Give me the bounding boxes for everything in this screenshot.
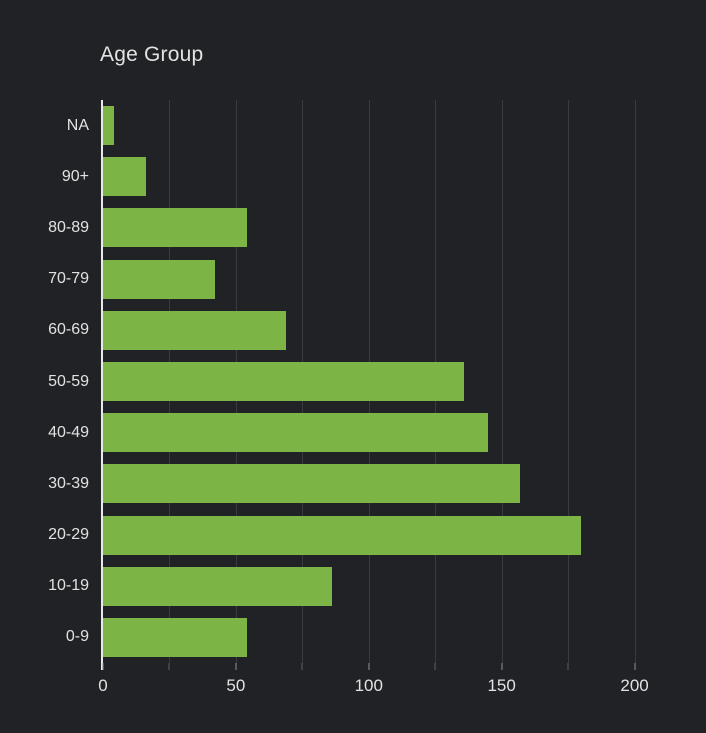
bar-row	[103, 612, 701, 663]
y-axis-label: 80-89	[48, 218, 89, 236]
x-axis-tick	[634, 663, 636, 670]
x-axis-tick-label: 150	[487, 676, 516, 695]
bar[interactable]	[103, 106, 114, 146]
bar-series	[103, 100, 701, 663]
x-axis: 0 50 100 150 200	[98, 663, 701, 705]
gridline	[501, 100, 503, 663]
x-axis-tick-label: 100	[354, 676, 383, 695]
gridline	[568, 100, 570, 663]
bar-row	[103, 151, 701, 202]
bar[interactable]	[103, 617, 247, 657]
bar-row	[103, 254, 701, 305]
bar-row	[103, 356, 701, 407]
x-axis-tick	[434, 663, 436, 670]
x-axis-tick	[235, 663, 237, 670]
chart-title: Age Group	[100, 43, 204, 66]
y-axis-label: 10-19	[48, 577, 89, 595]
x-axis-tick	[102, 663, 104, 670]
bar-row	[103, 100, 701, 151]
bar[interactable]	[103, 515, 582, 555]
x-axis-tick	[501, 663, 503, 670]
x-axis-tick-label: 0	[98, 676, 108, 695]
x-axis-tick-label: 200	[620, 676, 649, 695]
bar[interactable]	[103, 362, 465, 402]
y-axis-label: 20-29	[48, 526, 89, 544]
x-axis-tick	[301, 663, 303, 670]
bar[interactable]	[103, 259, 215, 299]
bar[interactable]	[103, 310, 287, 350]
gridline	[634, 100, 636, 663]
y-axis-line	[101, 100, 103, 670]
bar[interactable]	[103, 157, 146, 197]
y-axis-label: 0-9	[65, 628, 89, 646]
bar-row	[103, 202, 701, 253]
bar[interactable]	[103, 208, 247, 248]
bar[interactable]	[103, 566, 332, 606]
y-axis-label: 40-49	[48, 423, 89, 441]
x-axis-tick-label: 50	[226, 676, 246, 695]
y-axis-label: 90+	[61, 167, 89, 185]
y-axis-label: 30-39	[48, 474, 89, 492]
bar-row	[103, 561, 701, 612]
bar-row	[103, 407, 701, 458]
y-axis-label: NA	[66, 116, 89, 134]
y-axis-label: 50-59	[48, 372, 89, 390]
y-axis-label: 70-79	[48, 270, 89, 288]
plot-area	[103, 100, 701, 663]
bar-row	[103, 458, 701, 509]
bar-row	[103, 305, 701, 356]
bar[interactable]	[103, 413, 489, 453]
x-axis-tick	[368, 663, 370, 670]
bar[interactable]	[103, 464, 521, 504]
x-axis-tick	[567, 663, 569, 670]
y-axis-label: 60-69	[48, 321, 89, 339]
x-axis-tick	[168, 663, 170, 670]
bar-row	[103, 510, 701, 561]
y-axis-labels: NA 90+ 80-89 70-79 60-69 50-59 40-49 30-39 20-29…	[0, 100, 89, 663]
